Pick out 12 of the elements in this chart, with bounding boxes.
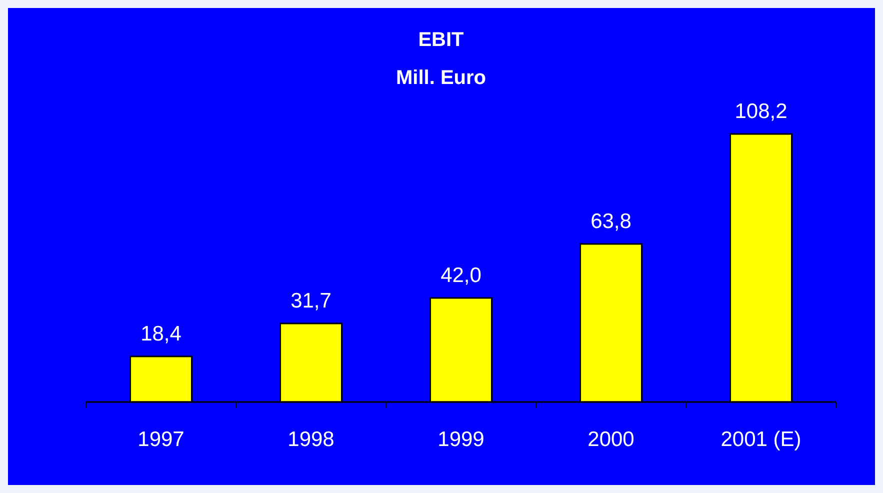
x-tick-label: 1997 — [138, 428, 184, 451]
data-label: 31,7 — [290, 289, 332, 312]
x-tick-label: 1999 — [438, 428, 484, 451]
x-tick-label: 2000 — [588, 428, 634, 451]
data-label: 18,4 — [140, 322, 182, 346]
chart-title: EBIT — [418, 29, 464, 51]
x-tick-label: 2001 (E) — [720, 428, 802, 451]
data-label: 42,0 — [440, 264, 482, 287]
data-label: 108,2 — [734, 100, 788, 123]
data-label: 63,8 — [590, 210, 632, 233]
x-tick-label: 1998 — [288, 428, 334, 451]
chart-subtitle: Mill. Euro — [396, 67, 486, 89]
